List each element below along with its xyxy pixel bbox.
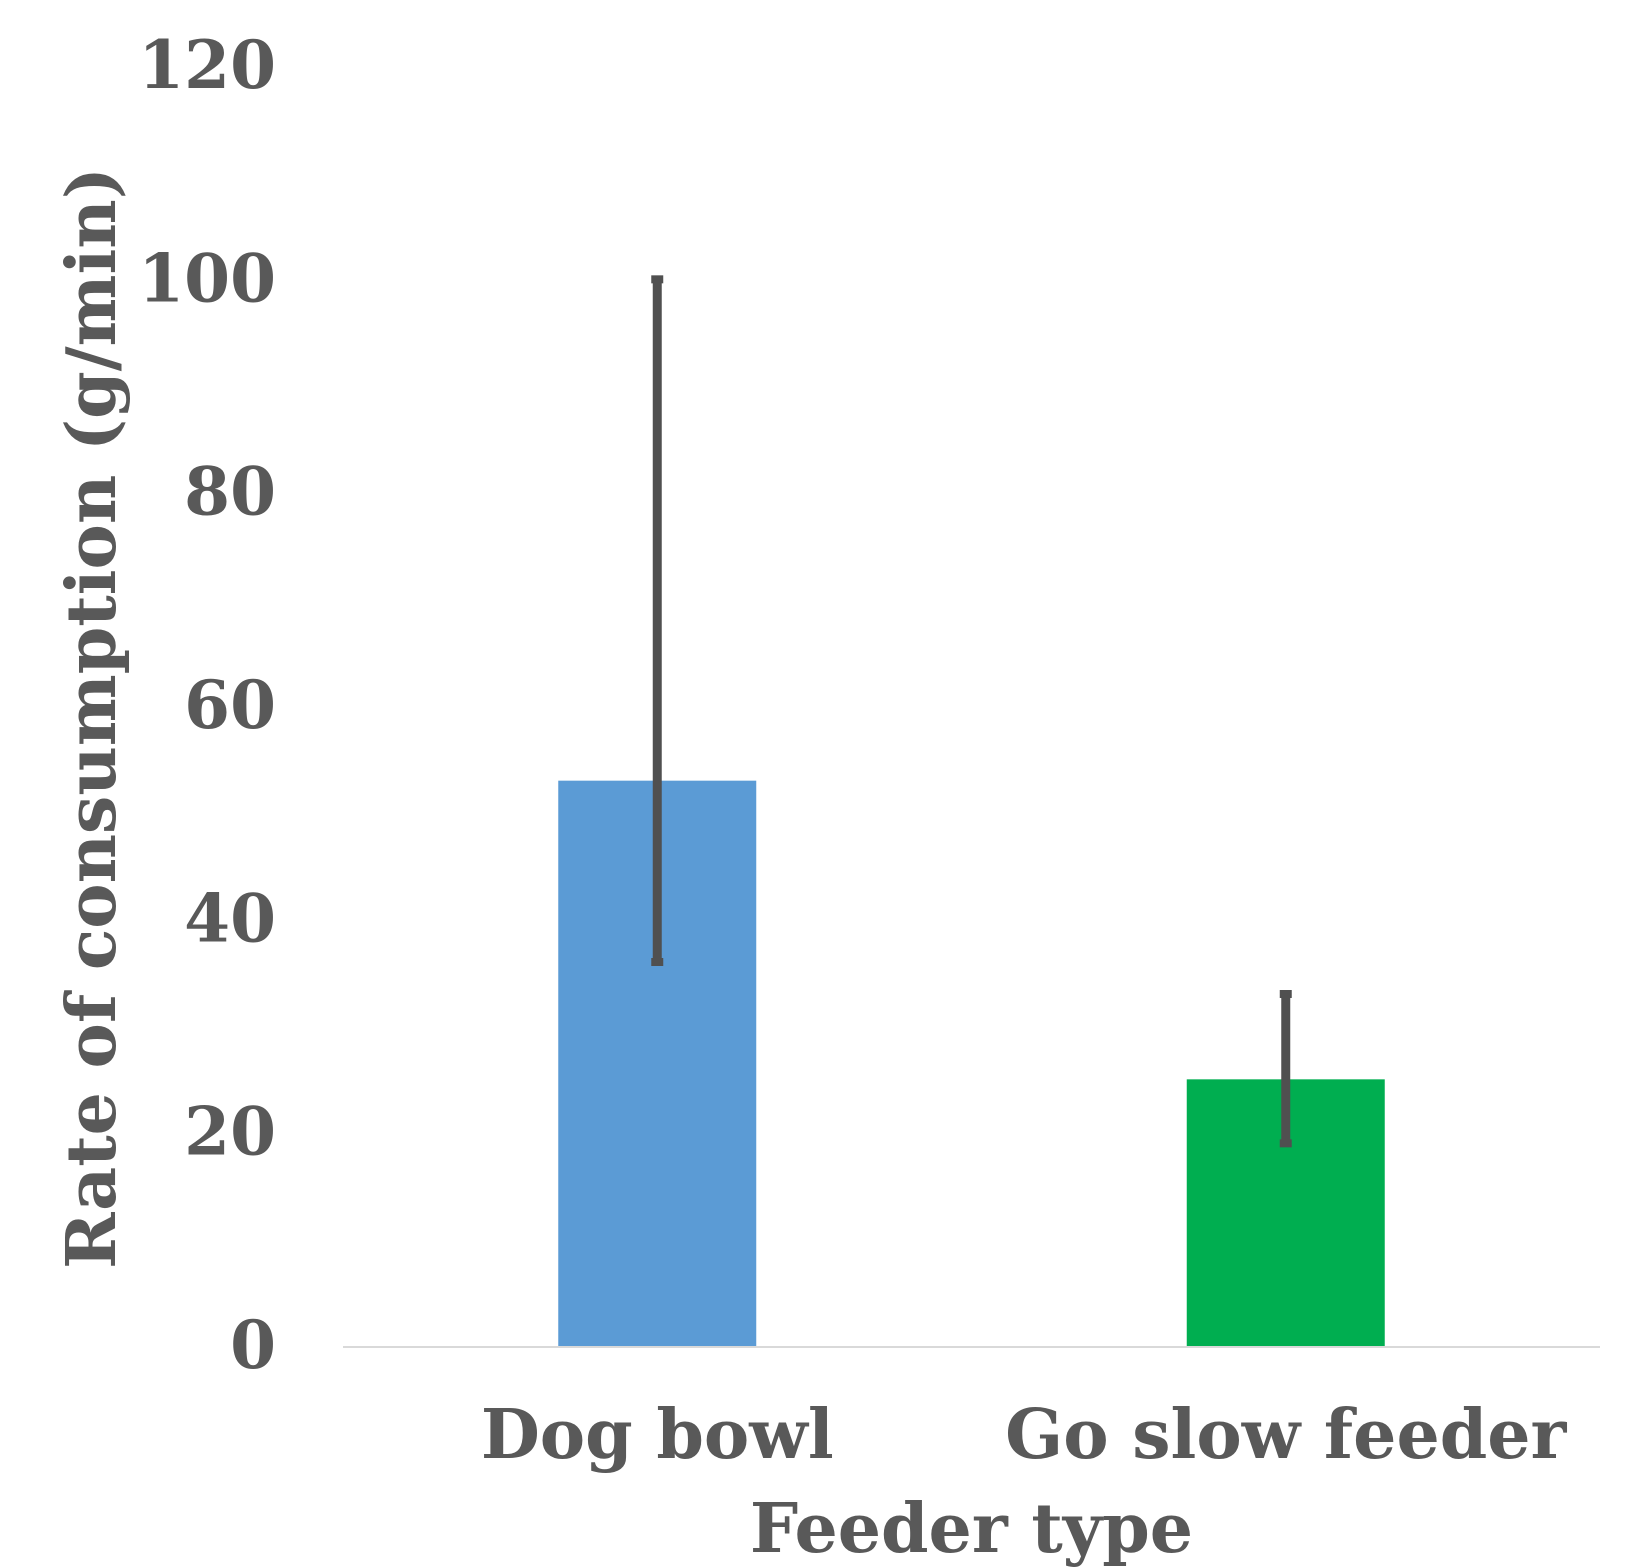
y-axis-title: Rate of consumption (g/min) bbox=[52, 167, 132, 1269]
x-axis-categories: Dog bowl Go slow feeder bbox=[481, 1395, 1568, 1475]
y-axis-ticks: 0 20 40 60 80 100 120 bbox=[138, 26, 276, 1384]
y-tick-label: 60 bbox=[184, 666, 276, 744]
y-tick-label: 40 bbox=[184, 879, 276, 957]
y-tick-label: 80 bbox=[184, 453, 276, 531]
x-category-label: Go slow feeder bbox=[1005, 1395, 1567, 1475]
error-bars bbox=[651, 275, 1292, 1148]
y-tick-label: 20 bbox=[184, 1093, 276, 1171]
x-axis-title: Feeder type bbox=[750, 1489, 1193, 1567]
x-category-label: Dog bowl bbox=[481, 1395, 834, 1475]
bars bbox=[558, 780, 1385, 1346]
y-tick-label: 100 bbox=[138, 239, 276, 317]
y-tick-label: 120 bbox=[138, 26, 276, 104]
y-tick-label: 0 bbox=[230, 1306, 276, 1384]
